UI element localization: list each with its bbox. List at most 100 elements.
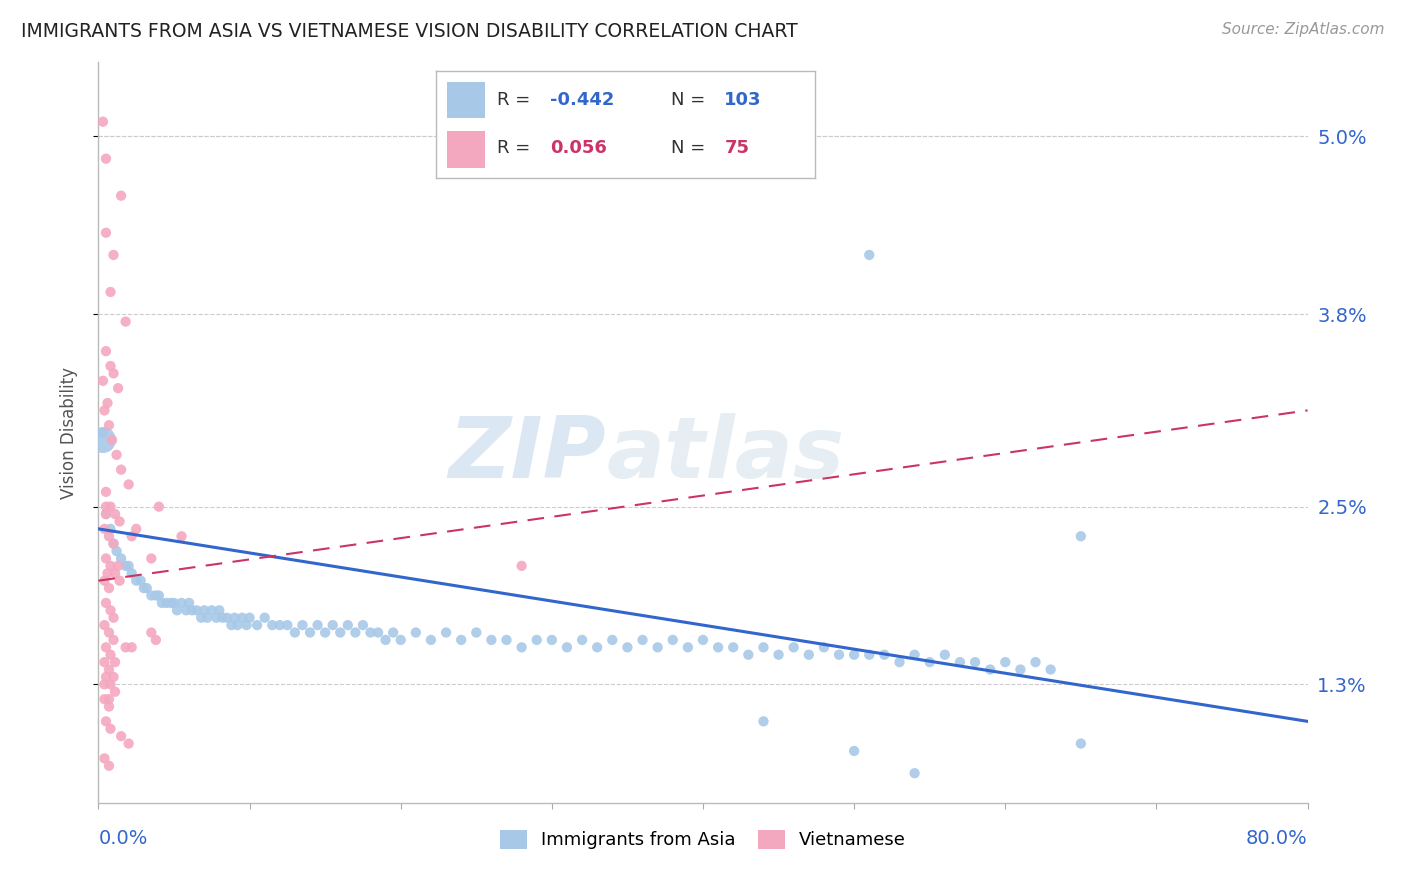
Point [94,670,117,684]
Point [110,551,132,566]
Point [110,188,132,202]
Text: ZIP: ZIP [449,413,606,496]
Point [145,632,167,647]
Point [118,477,141,491]
Point [107,558,129,573]
Text: N =: N = [671,139,717,157]
Point [934,648,956,662]
Point [170,596,193,610]
Point [98,758,121,772]
Point [1010,663,1032,677]
Point [434,625,457,640]
Point [103,632,125,647]
Point [269,618,291,632]
Point [93,522,115,536]
Point [314,625,336,640]
Point [100,648,122,662]
Point [382,625,405,640]
Point [307,618,329,632]
Point [141,589,163,603]
Point [1039,663,1062,677]
Point [405,625,427,640]
Point [105,448,128,462]
Point [389,632,412,647]
Text: atlas: atlas [606,413,845,496]
Point [100,722,122,736]
Text: 0.0%: 0.0% [98,830,148,848]
Point [1070,529,1092,543]
Point [616,640,638,655]
Point [344,625,367,640]
Point [360,625,382,640]
Point [166,603,188,617]
Point [104,685,127,699]
Point [322,618,344,632]
Point [231,611,253,625]
Point [108,574,131,588]
Point [121,566,143,581]
Point [965,655,987,669]
Point [208,603,231,617]
Point [108,515,131,529]
Point [94,640,117,655]
Point [160,596,183,610]
Point [676,640,699,655]
Point [100,677,122,691]
Point [94,714,117,729]
Point [100,500,122,514]
Point [91,425,114,440]
Point [858,648,880,662]
Point [94,500,117,514]
Point [420,632,443,647]
Point [647,640,669,655]
Point [1070,737,1092,751]
Point [797,648,820,662]
Point [141,625,163,640]
Point [94,484,117,499]
Point [100,603,122,617]
Legend: Immigrants from Asia, Vietnamese: Immigrants from Asia, Vietnamese [492,823,914,856]
Text: R =: R = [496,139,541,157]
Point [873,648,896,662]
Point [768,648,790,662]
Point [98,529,121,543]
Point [367,625,389,640]
Text: 0.056: 0.056 [550,139,606,157]
Text: 103: 103 [724,91,762,109]
Point [555,640,578,655]
Point [284,625,307,640]
Point [103,536,125,550]
Point [723,640,745,655]
Point [994,655,1017,669]
Point [186,603,208,617]
Point [148,589,170,603]
Point [661,632,683,647]
Point [299,625,322,640]
Point [94,344,117,359]
Text: -0.442: -0.442 [550,91,614,109]
Point [224,611,246,625]
Point [737,648,759,662]
Point [114,640,136,655]
Point [631,632,654,647]
Point [94,226,117,240]
Point [150,596,173,610]
FancyBboxPatch shape [447,131,485,168]
Point [100,558,122,573]
Point [783,640,806,655]
Point [844,744,866,758]
Point [93,677,115,691]
Point [904,766,927,780]
Point [707,640,730,655]
FancyBboxPatch shape [447,82,485,119]
Point [193,603,215,617]
Point [98,581,121,595]
Point [96,566,118,581]
Point [174,603,197,617]
Point [103,248,125,262]
Point [858,248,880,262]
Point [163,596,186,610]
Point [141,551,163,566]
Point [145,589,167,603]
Point [450,632,472,647]
